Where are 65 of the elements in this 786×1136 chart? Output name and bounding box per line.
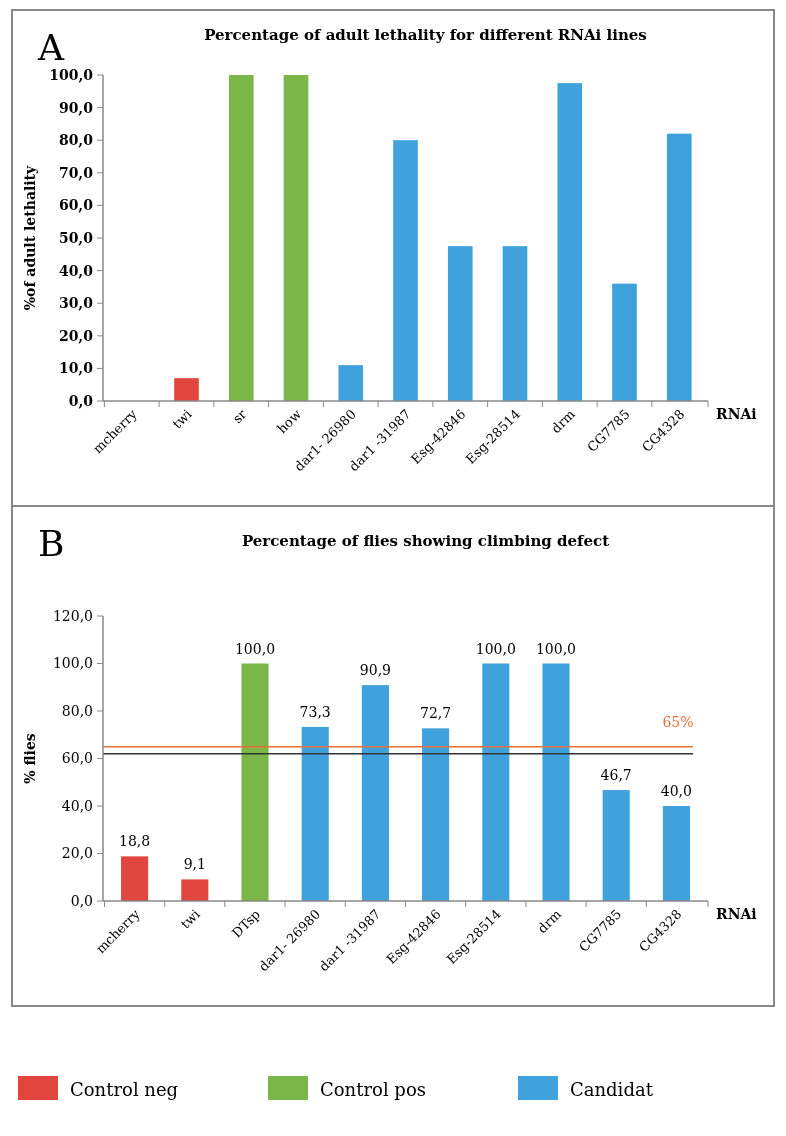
y-tick-label: 20,0 xyxy=(58,327,94,344)
bar xyxy=(241,663,269,901)
bar xyxy=(121,856,149,901)
y-tick-label: 60,0 xyxy=(61,750,93,767)
y-tick-label: 100,0 xyxy=(49,66,94,83)
data-label: 100,0 xyxy=(234,640,276,657)
bar xyxy=(174,378,199,401)
bar xyxy=(283,75,309,401)
x-tick-label: drm xyxy=(534,906,565,937)
bar xyxy=(361,685,389,901)
y-tick-label: 50,0 xyxy=(58,229,94,246)
bar xyxy=(181,879,209,901)
ref-line-label: 65% xyxy=(662,713,694,730)
bar xyxy=(557,83,583,401)
legend-label: Control neg xyxy=(70,1079,179,1100)
data-label: 73,3 xyxy=(299,703,331,720)
y-tick-label: 30,0 xyxy=(58,295,94,312)
y-tick-label: 60,0 xyxy=(58,197,94,214)
x-tick-label: drm xyxy=(548,406,578,437)
bar xyxy=(502,246,528,401)
data-label: 72,7 xyxy=(420,705,452,722)
bar xyxy=(542,663,570,901)
data-label: 100,0 xyxy=(535,640,577,657)
data-label: 46,7 xyxy=(600,767,632,784)
bar xyxy=(666,133,692,401)
x-tick-label: sr xyxy=(229,405,250,427)
bar xyxy=(612,283,637,401)
y-tick-label: 70,0 xyxy=(58,164,94,181)
y-axis-title: % flies xyxy=(22,733,38,784)
data-label: 18,8 xyxy=(119,833,151,850)
x-axis-title: RNAi xyxy=(716,906,757,922)
y-tick-label: 80,0 xyxy=(58,132,94,149)
text: B xyxy=(38,523,65,564)
y-tick-label: 0,0 xyxy=(68,392,94,409)
legend-label: Control pos xyxy=(320,1079,426,1100)
y-tick-label: 100,0 xyxy=(52,655,93,672)
x-axis-title: RNAi xyxy=(716,406,757,422)
y-tick-label: 0,0 xyxy=(70,892,93,909)
bar xyxy=(602,790,630,901)
bar xyxy=(447,246,473,401)
chart-title: Percentage of flies showing climbing defect xyxy=(241,532,610,550)
bar xyxy=(393,140,418,401)
y-tick-label: 90,0 xyxy=(58,99,94,116)
x-tick-label: twi xyxy=(169,406,195,432)
y-axis-title: %of adult lethality xyxy=(22,164,38,311)
data-label: 90,9 xyxy=(359,662,391,679)
y-tick-label: 120,0 xyxy=(52,607,93,624)
y-tick-label: 40,0 xyxy=(61,797,93,814)
x-tick-label: twi xyxy=(177,906,203,932)
y-tick-label: 80,0 xyxy=(61,702,93,719)
chart-title: Percentage of adult lethality for different RNAi lines xyxy=(204,26,647,44)
data-label: 9,1 xyxy=(183,856,206,873)
legend-label: Candidat xyxy=(570,1079,654,1100)
bar xyxy=(422,728,450,901)
y-tick-label: 10,0 xyxy=(58,360,94,377)
y-tick-label: 20,0 xyxy=(61,845,93,862)
data-label: 40,0 xyxy=(660,783,692,799)
text: A xyxy=(37,27,65,68)
bar xyxy=(228,75,254,401)
bar xyxy=(482,663,510,901)
bar xyxy=(662,806,690,901)
bar xyxy=(338,365,364,401)
bar xyxy=(301,726,329,901)
y-tick-label: 40,0 xyxy=(58,262,94,279)
data-label: 100,0 xyxy=(475,640,516,657)
